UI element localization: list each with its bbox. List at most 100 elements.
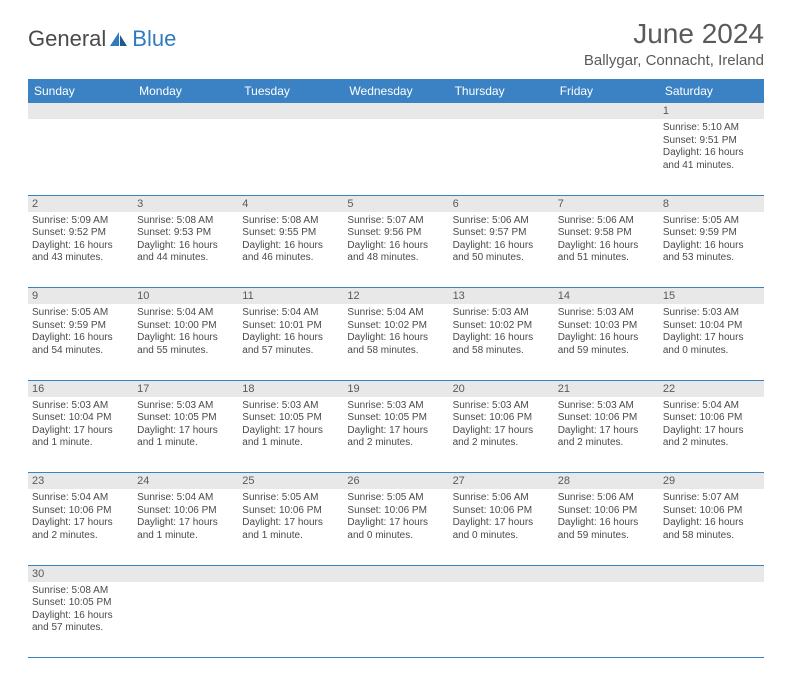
cell-line: Sunrise: 5:04 AM (32, 492, 129, 505)
day-number: 17 (133, 380, 238, 397)
calendar-cell: Sunrise: 5:10 AMSunset: 9:51 PMDaylight:… (659, 119, 764, 195)
cell-line: Sunrise: 5:06 AM (453, 215, 550, 228)
day-number: 22 (659, 380, 764, 397)
cell-line: Sunset: 10:06 PM (242, 505, 339, 518)
cell-line: Daylight: 17 hours and 2 minutes. (558, 425, 655, 450)
day-number: 13 (449, 288, 554, 305)
cell-line: Daylight: 16 hours and 54 minutes. (32, 332, 129, 357)
cell-line: Sunset: 10:00 PM (137, 320, 234, 333)
calendar-cell: Sunrise: 5:06 AMSunset: 10:06 PMDaylight… (554, 489, 659, 565)
calendar-cell: Sunrise: 5:07 AMSunset: 10:06 PMDaylight… (659, 489, 764, 565)
cell-line: Sunrise: 5:07 AM (347, 215, 444, 228)
cell-line: Sunrise: 5:10 AM (663, 122, 760, 135)
calendar-cell: Sunrise: 5:08 AMSunset: 9:53 PMDaylight:… (133, 212, 238, 288)
calendar-cell: Sunrise: 5:03 AMSunset: 10:06 PMDaylight… (554, 397, 659, 473)
calendar-cell (133, 119, 238, 195)
calendar-week-row: Sunrise: 5:03 AMSunset: 10:04 PMDaylight… (28, 397, 764, 473)
day-number: 12 (343, 288, 448, 305)
day-number: 29 (659, 473, 764, 490)
cell-content: Sunrise: 5:07 AMSunset: 9:56 PMDaylight:… (347, 215, 444, 265)
cell-line: Sunset: 9:55 PM (242, 227, 339, 240)
day-number: 28 (554, 473, 659, 490)
calendar-cell (238, 119, 343, 195)
header-monday: Monday (133, 79, 238, 103)
cell-line: Daylight: 17 hours and 1 minute. (242, 517, 339, 542)
cell-line: Daylight: 17 hours and 2 minutes. (663, 425, 760, 450)
day-number (343, 565, 448, 582)
calendar-week-row: Sunrise: 5:10 AMSunset: 9:51 PMDaylight:… (28, 119, 764, 195)
day-number (133, 103, 238, 119)
calendar-cell: Sunrise: 5:03 AMSunset: 10:05 PMDaylight… (133, 397, 238, 473)
day-number (238, 565, 343, 582)
day-number: 7 (554, 195, 659, 212)
calendar-week-row: Sunrise: 5:09 AMSunset: 9:52 PMDaylight:… (28, 212, 764, 288)
cell-content: Sunrise: 5:03 AMSunset: 10:05 PMDaylight… (242, 400, 339, 450)
cell-line: Sunrise: 5:08 AM (137, 215, 234, 228)
calendar-cell (659, 582, 764, 658)
cell-line: Daylight: 16 hours and 58 minutes. (347, 332, 444, 357)
cell-content: Sunrise: 5:06 AMSunset: 9:57 PMDaylight:… (453, 215, 550, 265)
cell-line: Sunset: 10:06 PM (663, 412, 760, 425)
cell-line: Sunrise: 5:04 AM (137, 307, 234, 320)
cell-line: Sunset: 10:06 PM (453, 412, 550, 425)
day-number: 2 (28, 195, 133, 212)
cell-content: Sunrise: 5:04 AMSunset: 10:06 PMDaylight… (137, 492, 234, 542)
cell-line: Sunset: 10:05 PM (32, 597, 129, 610)
cell-content: Sunrise: 5:06 AMSunset: 9:58 PMDaylight:… (558, 215, 655, 265)
cell-line: Sunrise: 5:03 AM (663, 307, 760, 320)
page-header: General Blue June 2024 Ballygar, Connach… (28, 18, 764, 69)
cell-line: Sunrise: 5:05 AM (663, 215, 760, 228)
cell-line: Daylight: 16 hours and 41 minutes. (663, 147, 760, 172)
location-text: Ballygar, Connacht, Ireland (584, 52, 764, 69)
cell-content: Sunrise: 5:03 AMSunset: 10:05 PMDaylight… (137, 400, 234, 450)
day-number: 4 (238, 195, 343, 212)
logo: General Blue (28, 18, 176, 52)
calendar-week-row: Sunrise: 5:08 AMSunset: 10:05 PMDaylight… (28, 582, 764, 658)
cell-content: Sunrise: 5:03 AMSunset: 10:06 PMDaylight… (558, 400, 655, 450)
calendar-cell: Sunrise: 5:04 AMSunset: 10:00 PMDaylight… (133, 304, 238, 380)
day-number (554, 103, 659, 119)
cell-line: Daylight: 17 hours and 0 minutes. (347, 517, 444, 542)
day-number (28, 103, 133, 119)
daynum-row: 30 (28, 565, 764, 582)
day-number: 30 (28, 565, 133, 582)
day-number: 11 (238, 288, 343, 305)
day-number: 21 (554, 380, 659, 397)
cell-line: Sunset: 9:57 PM (453, 227, 550, 240)
cell-line: Sunset: 10:05 PM (242, 412, 339, 425)
daynum-row: 1 (28, 103, 764, 119)
calendar-cell (449, 119, 554, 195)
calendar-page: General Blue June 2024 Ballygar, Connach… (0, 0, 792, 676)
cell-line: Sunrise: 5:03 AM (242, 400, 339, 413)
cell-line: Daylight: 17 hours and 1 minute. (32, 425, 129, 450)
header-wednesday: Wednesday (343, 79, 448, 103)
calendar-cell: Sunrise: 5:03 AMSunset: 10:04 PMDaylight… (659, 304, 764, 380)
daynum-row: 2345678 (28, 195, 764, 212)
cell-line: Sunrise: 5:05 AM (242, 492, 339, 505)
cell-line: Sunset: 9:56 PM (347, 227, 444, 240)
cell-line: Sunrise: 5:03 AM (347, 400, 444, 413)
cell-line: Daylight: 16 hours and 48 minutes. (347, 240, 444, 265)
cell-content: Sunrise: 5:04 AMSunset: 10:06 PMDaylight… (32, 492, 129, 542)
cell-line: Sunrise: 5:05 AM (32, 307, 129, 320)
cell-line: Daylight: 16 hours and 46 minutes. (242, 240, 339, 265)
cell-line: Sunset: 10:01 PM (242, 320, 339, 333)
calendar-table: Sunday Monday Tuesday Wednesday Thursday… (28, 79, 764, 658)
cell-line: Sunrise: 5:03 AM (32, 400, 129, 413)
day-number: 8 (659, 195, 764, 212)
calendar-cell: Sunrise: 5:03 AMSunset: 10:04 PMDaylight… (28, 397, 133, 473)
cell-content: Sunrise: 5:03 AMSunset: 10:05 PMDaylight… (347, 400, 444, 450)
cell-line: Sunrise: 5:04 AM (242, 307, 339, 320)
day-number: 9 (28, 288, 133, 305)
calendar-cell (343, 119, 448, 195)
calendar-cell (28, 119, 133, 195)
logo-text-blue: Blue (132, 26, 176, 52)
month-title: June 2024 (584, 18, 764, 50)
cell-line: Sunset: 10:06 PM (453, 505, 550, 518)
calendar-cell: Sunrise: 5:08 AMSunset: 9:55 PMDaylight:… (238, 212, 343, 288)
cell-content: Sunrise: 5:06 AMSunset: 10:06 PMDaylight… (453, 492, 550, 542)
day-number: 15 (659, 288, 764, 305)
cell-line: Sunset: 9:53 PM (137, 227, 234, 240)
cell-content: Sunrise: 5:04 AMSunset: 10:02 PMDaylight… (347, 307, 444, 357)
cell-line: Daylight: 16 hours and 51 minutes. (558, 240, 655, 265)
